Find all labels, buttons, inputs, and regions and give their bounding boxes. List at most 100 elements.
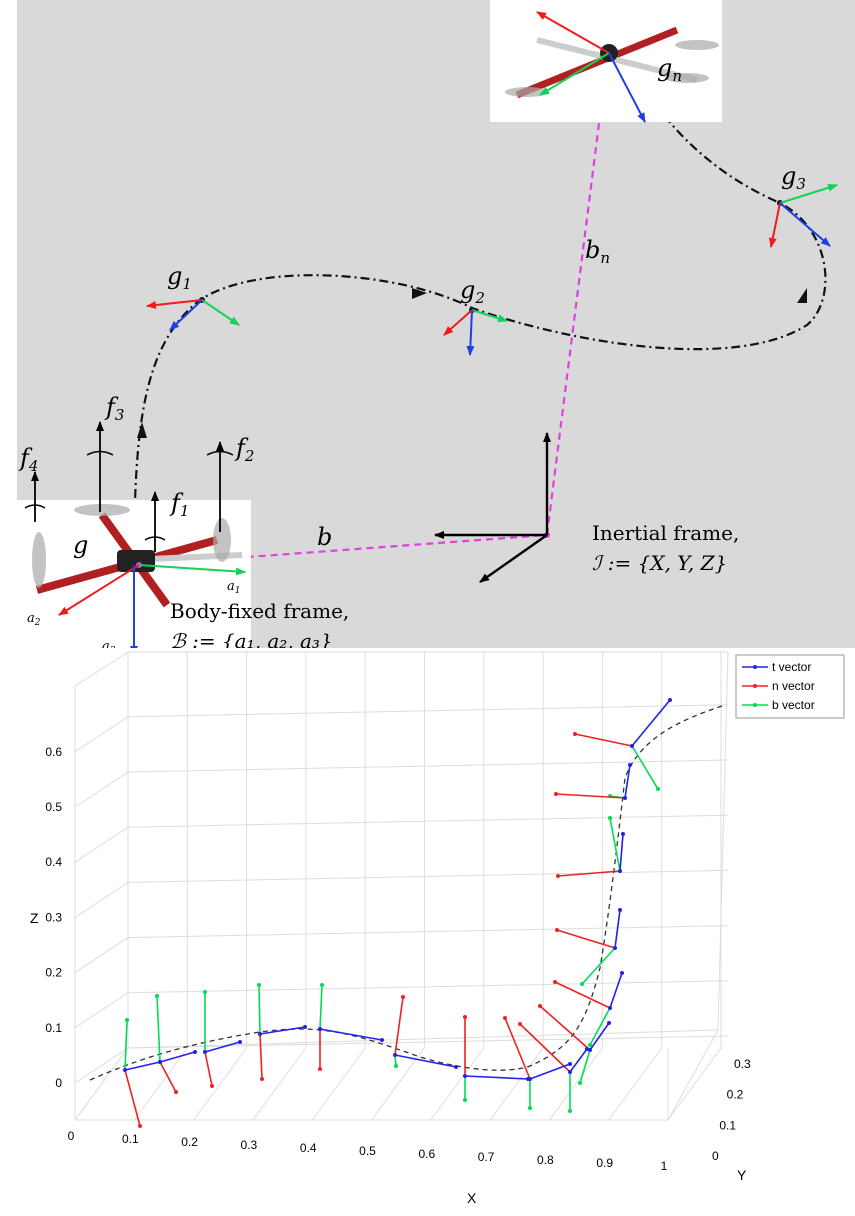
legend: t vector n vector b vector — [735, 654, 845, 719]
b-vector-tip — [528, 1106, 532, 1110]
b-vector-tip — [155, 994, 159, 998]
n-vector-tip — [401, 995, 405, 999]
t-vector — [124, 1061, 161, 1071]
b-vector — [589, 1007, 611, 1046]
n-vectors — [124, 732, 633, 1128]
label-g: g — [73, 531, 88, 559]
b-vector-tip — [608, 816, 612, 820]
label-g2: g2 — [460, 276, 485, 307]
t-vector — [159, 1051, 196, 1063]
z-tick-label: 0.5 — [45, 800, 62, 814]
y-tick-label: 0 — [712, 1149, 719, 1163]
t-vector — [631, 699, 671, 747]
y-tick-label: 0.2 — [727, 1088, 744, 1102]
x-tick-label: 0.3 — [241, 1138, 258, 1152]
t-vector — [619, 833, 624, 872]
drone-g — [17, 500, 251, 655]
b-vector-tip — [257, 983, 261, 987]
plot-grid — [74, 651, 729, 1121]
trajectory-arrow-1 — [137, 422, 147, 438]
frame-origin — [613, 946, 617, 950]
z-tick-label: 0.2 — [45, 966, 62, 980]
y-axis-label: Y — [737, 1167, 747, 1183]
label-g1: g1 — [167, 262, 192, 293]
n-vector-tip — [260, 1077, 264, 1081]
t-vector — [589, 1022, 610, 1051]
frame-origin — [463, 1074, 467, 1078]
z-tick-label: 0.6 — [45, 745, 62, 759]
x-tick-label: 0.7 — [478, 1150, 495, 1164]
t-vector-tip — [628, 763, 632, 767]
b-vector — [124, 1019, 128, 1071]
b-vector — [581, 947, 616, 985]
n-vector — [539, 1005, 591, 1051]
svg-text:t vector: t vector — [772, 660, 811, 674]
reference-path — [89, 705, 723, 1081]
frame-origin — [588, 1048, 592, 1052]
x-tick-label: 0.8 — [537, 1153, 554, 1167]
t-vector-tip — [607, 1021, 611, 1025]
x-tick-label: 0.4 — [300, 1141, 317, 1155]
n-vector — [394, 996, 404, 1056]
svg-text:n vector: n vector — [772, 679, 815, 693]
n-vector-tip — [174, 1090, 178, 1094]
t-vector — [259, 1026, 306, 1035]
n-vector-tip — [503, 1016, 507, 1020]
b-vector-tip — [320, 983, 324, 987]
t-vector — [609, 972, 623, 1009]
t-vector — [319, 1028, 383, 1041]
t-vector-tip — [668, 698, 672, 702]
x-tick-label: 0.1 — [122, 1132, 139, 1146]
n-vector — [519, 1023, 571, 1073]
legend-item-t: t vector — [742, 660, 811, 674]
frame-origin — [258, 1032, 262, 1036]
x-tick-label: 0.2 — [181, 1135, 198, 1149]
z-tick-label: 0.1 — [45, 1021, 62, 1035]
b-vector-tip — [568, 1109, 572, 1113]
n-vector — [259, 1033, 263, 1080]
n-vector-tip — [555, 928, 559, 932]
b-vector-tip — [588, 1043, 592, 1047]
legend-item-n: n vector — [742, 679, 815, 693]
b-vector-tip — [580, 982, 584, 986]
y-tick-label: 0.1 — [719, 1118, 736, 1132]
frame-g1 — [146, 297, 240, 331]
z-tick-label: 0 — [55, 1076, 62, 1090]
b-vector — [579, 1049, 591, 1084]
kinematic-diagram: g1 g2 g3 gn g f1 f2 f3 f4 b bn a1 a2 a3 … — [17, 0, 855, 655]
n-vector — [554, 981, 611, 1009]
n-vector — [555, 793, 626, 799]
n-vector-tip — [554, 792, 558, 796]
n-vector-tip — [553, 980, 557, 984]
t-vector-tip — [568, 1062, 572, 1066]
label-g3: g3 — [781, 162, 806, 193]
thrust-arrows — [24, 421, 234, 552]
label-a1: a1 — [227, 579, 241, 596]
frame-origin — [393, 1053, 397, 1057]
n-vector — [556, 929, 616, 949]
y-tick-labels: 0 0.1 0.2 0.3 — [712, 1057, 751, 1163]
trajectory-curve — [132, 64, 827, 556]
x-axis-label: X — [467, 1190, 477, 1206]
t-vector-tip — [618, 908, 622, 912]
n-vector — [504, 1017, 531, 1080]
legend-item-b: b vector — [742, 698, 815, 712]
frame-origin — [123, 1068, 127, 1072]
frenet-frame-plot: 00.10.20.30.40.50.6 0 0.1 0.2 0.3 0.4 0.5 0.6 0… — [0, 648, 855, 1216]
inertial-frame-axes — [434, 432, 551, 583]
t-vector — [614, 909, 621, 949]
vector-bn — [545, 59, 609, 536]
t-vector — [394, 1054, 457, 1068]
n-vector-tip — [518, 1022, 522, 1026]
z-axis-label: Z — [30, 910, 39, 926]
t-vector-tip — [238, 1040, 242, 1044]
b-vector-tip — [656, 787, 660, 791]
label-b: b — [317, 523, 332, 551]
t-vector-tip — [620, 971, 624, 975]
n-vector-tip — [138, 1124, 142, 1128]
n-vector-tip — [538, 1004, 542, 1008]
frame-g3 — [768, 183, 838, 248]
t-vector-tip — [621, 832, 625, 836]
label-bn: bn — [585, 236, 610, 267]
vector-b — [138, 533, 548, 567]
